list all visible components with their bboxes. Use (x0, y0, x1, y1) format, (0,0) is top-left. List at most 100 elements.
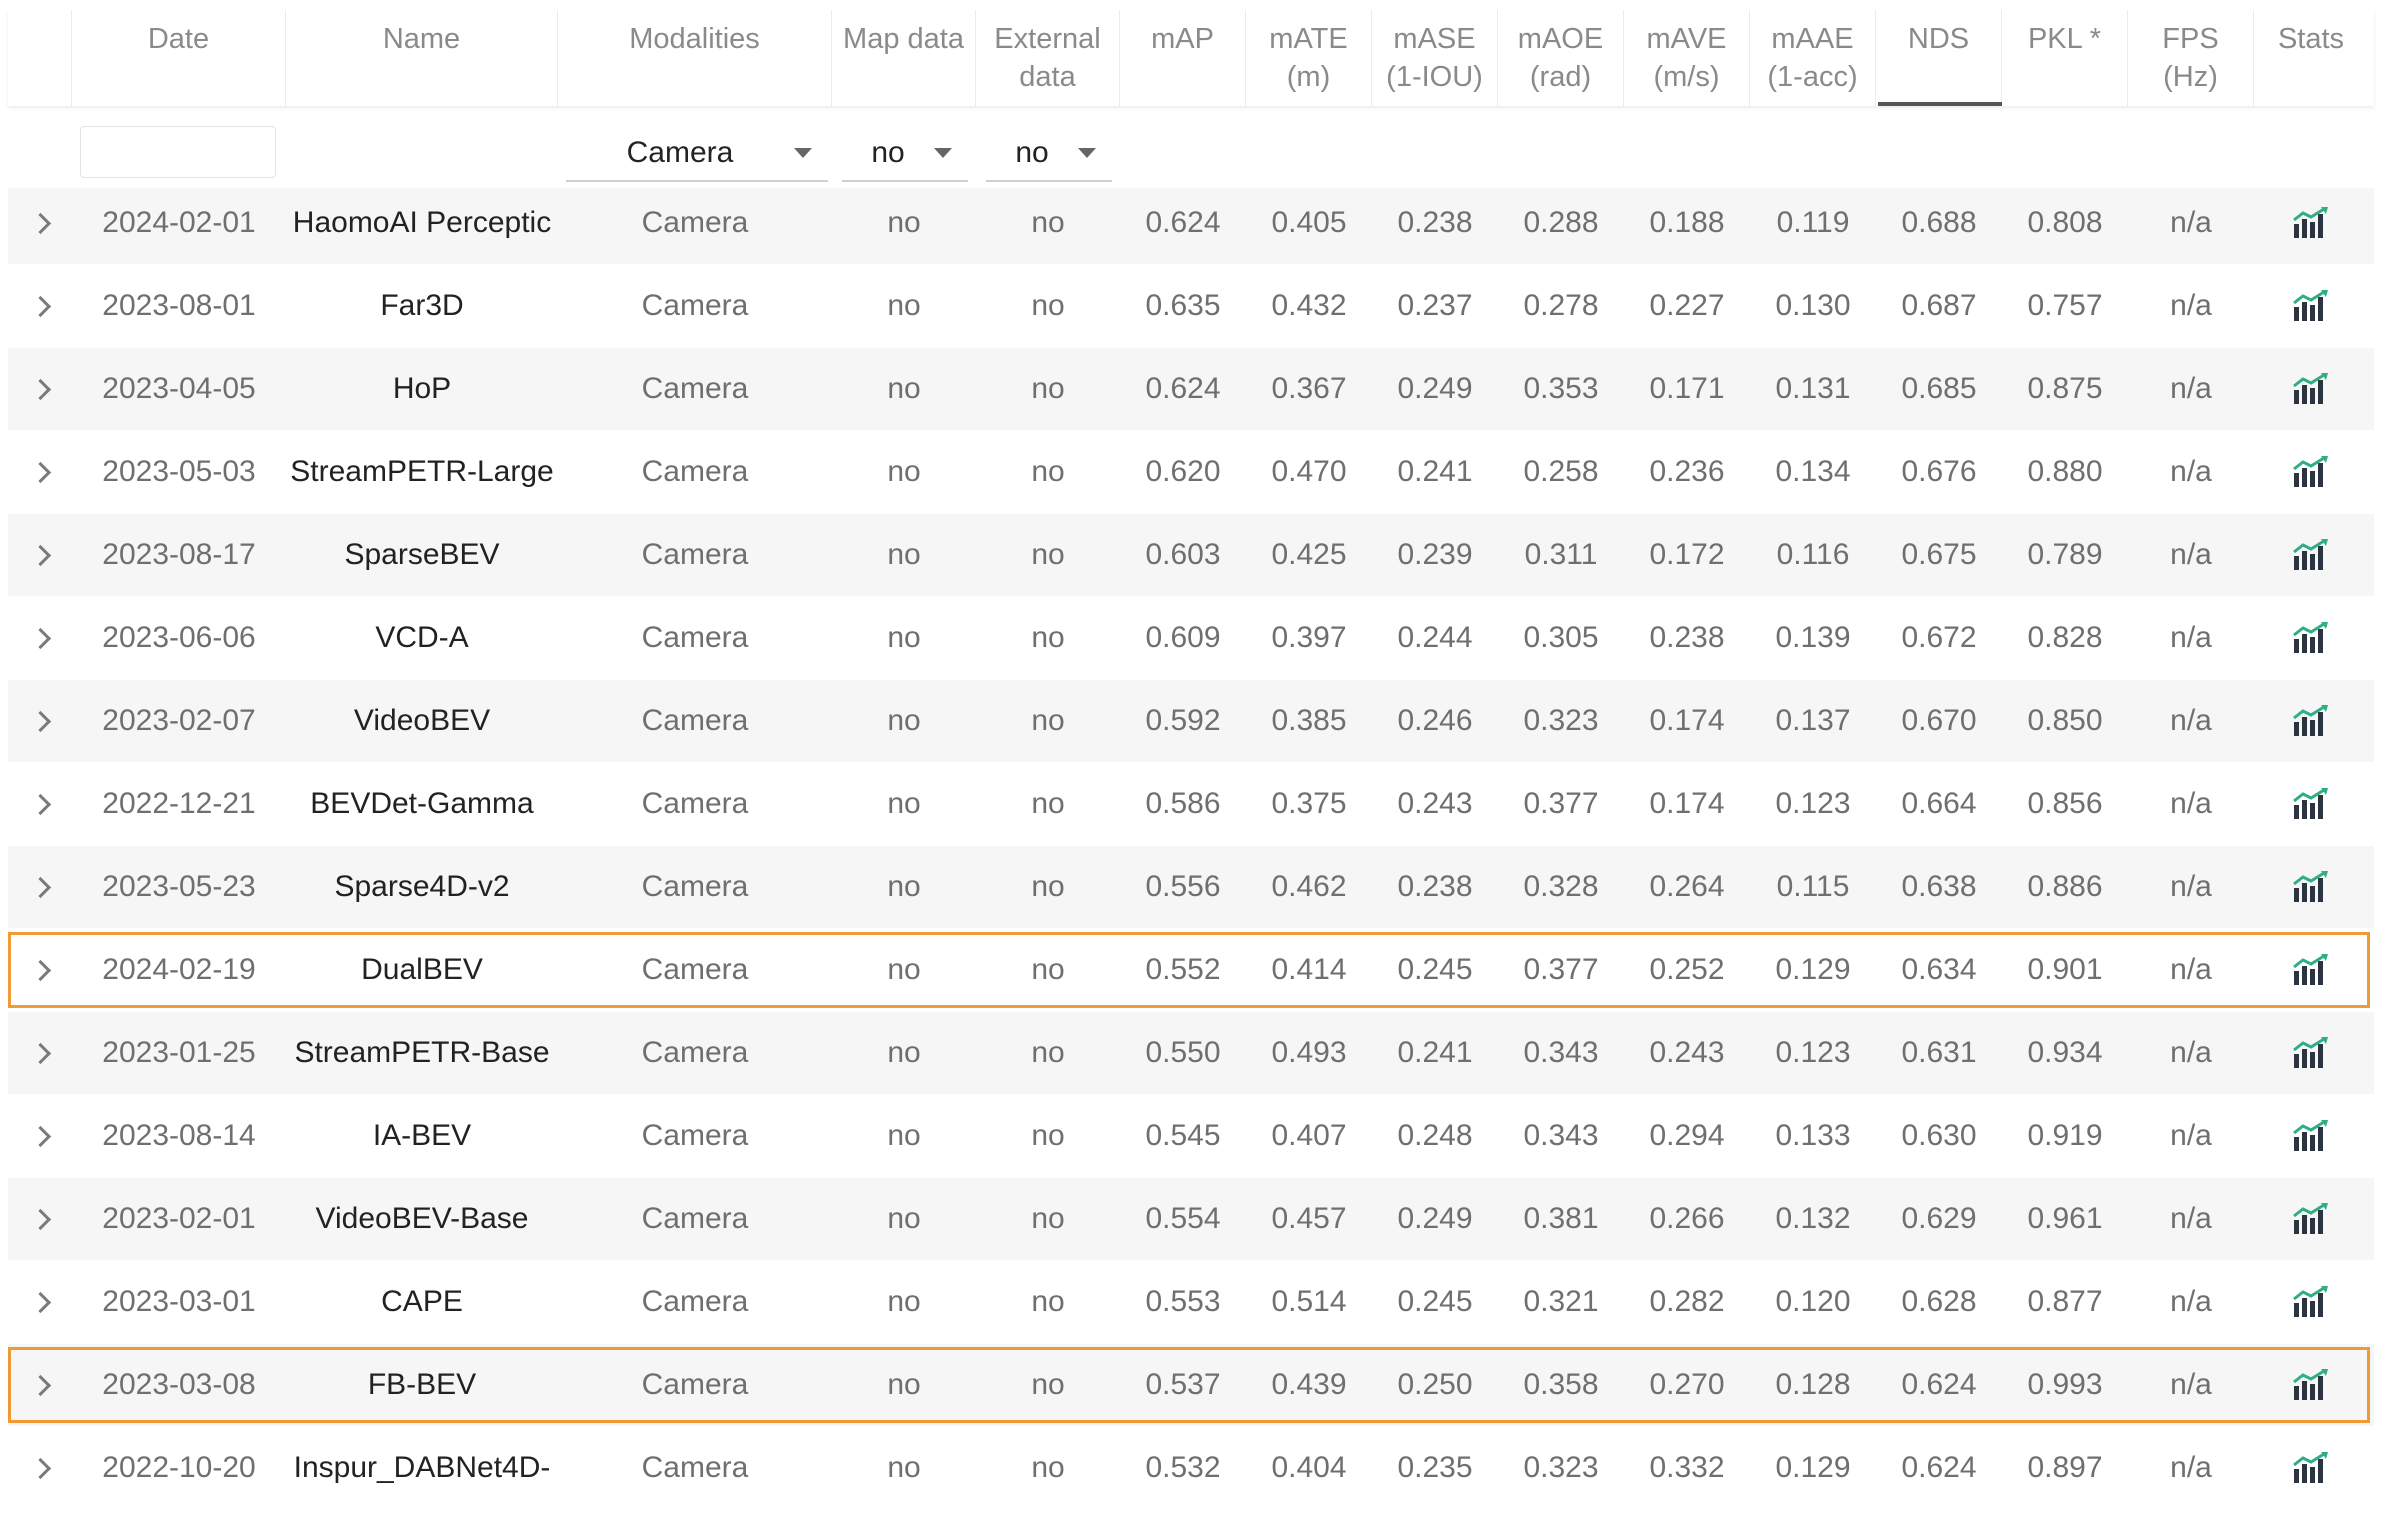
table-row[interactable]: 2023-02-07 VideoBEV Camera no no 0.592 0.385 0.… (8, 680, 2374, 762)
stats-chart-icon[interactable] (2254, 929, 2368, 1011)
stats-chart-icon[interactable] (2254, 431, 2368, 513)
column-header-pkl[interactable]: PKL * (2002, 10, 2128, 106)
stats-chart-icon[interactable] (2254, 1344, 2368, 1426)
cell-date: 2023-08-17 (102, 538, 256, 571)
chevron-right-icon (29, 959, 51, 981)
cell-external: no (1031, 372, 1065, 405)
column-header-fps[interactable]: FPS (Hz) (2128, 10, 2254, 106)
expand-row-button[interactable] (8, 1344, 72, 1426)
stats-chart-icon[interactable] (2254, 348, 2368, 430)
expand-row-button[interactable] (8, 1427, 72, 1509)
chevron-right-icon (29, 1125, 51, 1147)
expand-row-button[interactable] (8, 265, 72, 347)
table-row[interactable]: 2023-01-25 StreamPETR-Base Camera no no 0.550… (8, 1012, 2374, 1094)
column-header-date[interactable]: Date (72, 10, 286, 106)
column-header-name[interactable]: Name (286, 10, 558, 106)
column-header-external[interactable]: External data (976, 10, 1120, 106)
cell-maae: 0.116 (1776, 538, 1850, 571)
chevron-right-icon (29, 1042, 51, 1064)
caret-down-icon (934, 148, 952, 158)
table-row[interactable]: 2023-02-01 VideoBEV-Base Camera no no 0.554 0.… (8, 1178, 2374, 1260)
column-header-modalities[interactable]: Modalities (558, 10, 832, 106)
cell-fps: n/a (2170, 538, 2212, 571)
expand-row-button[interactable] (8, 1012, 72, 1094)
column-header-label: mATE (m) (1269, 23, 1348, 93)
external-data-filter-value: no (1015, 136, 1049, 169)
table-row[interactable]: 2023-03-08 FB-BEV Camera no no 0.537 0.439 0.25… (8, 1344, 2374, 1426)
table-row[interactable]: 2023-06-06 VCD-A Camera no no 0.609 0.397 0.244… (8, 597, 2374, 679)
cell-pkl: 0.808 (2027, 206, 2103, 239)
stats-chart-icon[interactable] (2254, 1012, 2368, 1094)
expand-row-button[interactable] (8, 763, 72, 845)
cell-external: no (1031, 1202, 1065, 1235)
expand-row-button[interactable] (8, 1261, 72, 1343)
name-filter-input[interactable] (80, 126, 276, 178)
column-header-stats[interactable]: Stats (2254, 10, 2368, 106)
cell-name: VideoBEV (353, 704, 491, 737)
stats-chart-icon[interactable] (2254, 846, 2368, 928)
cell-maoe: 0.377 (1523, 953, 1599, 986)
map-data-filter-dropdown[interactable]: no (842, 126, 968, 182)
table-row[interactable]: 2023-08-17 SparseBEV Camera no no 0.603 0.425 0… (8, 514, 2374, 596)
stats-chart-icon[interactable] (2254, 1178, 2368, 1260)
stats-chart-icon[interactable] (2254, 763, 2368, 845)
column-header-maae[interactable]: mAAE (1-acc) (1750, 10, 1876, 106)
cell-map: no (887, 1451, 921, 1484)
expand-row-button[interactable] (8, 680, 72, 762)
stats-chart-icon[interactable] (2254, 514, 2368, 596)
expand-row-button[interactable] (8, 846, 72, 928)
column-header-mave[interactable]: mAVE (m/s) (1624, 10, 1750, 106)
cell-external: no (1031, 704, 1065, 737)
cell-mave: 0.270 (1649, 1368, 1725, 1401)
expand-row-button[interactable] (8, 929, 72, 1011)
column-header-label: mAVE (m/s) (1646, 23, 1727, 93)
column-header-mate[interactable]: mATE (m) (1246, 10, 1372, 106)
stats-chart-icon[interactable] (2254, 680, 2368, 762)
modalities-filter-dropdown[interactable]: Camera (566, 126, 828, 182)
expand-row-button[interactable] (8, 1095, 72, 1177)
table-row[interactable]: 2023-05-03 StreamPETR-Large Camera no no 0.62… (8, 431, 2374, 513)
table-row[interactable]: 2023-08-14 IA-BEV Camera no no 0.545 0.407 0.24… (8, 1095, 2374, 1177)
cell-nds: 0.685 (1901, 372, 1977, 405)
stats-chart-icon[interactable] (2254, 265, 2368, 347)
expand-row-button[interactable] (8, 597, 72, 679)
stats-chart-icon[interactable] (2254, 597, 2368, 679)
stats-chart-icon[interactable] (2254, 1427, 2368, 1509)
cell-maae: 0.129 (1775, 1451, 1851, 1484)
table-row[interactable]: 2024-02-01 HaomoAI Perceptic Camera no no 0.6… (8, 182, 2374, 264)
external-data-filter-dropdown[interactable]: no (986, 126, 1112, 182)
cell-name: HoP (392, 372, 452, 405)
column-header-nds[interactable]: NDS (1876, 10, 2002, 106)
cell-nds: 0.664 (1901, 787, 1977, 820)
cell-external: no (1031, 289, 1065, 322)
stats-chart-icon[interactable] (2254, 1261, 2368, 1343)
cell-name: VCD-A (375, 621, 469, 654)
cell-mave: 0.266 (1649, 1202, 1725, 1235)
map-data-filter-value: no (871, 136, 905, 169)
cell-date: 2023-03-01 (102, 1285, 256, 1318)
cell-mate: 0.439 (1271, 1368, 1347, 1401)
column-header-map_score[interactable]: mAP (1120, 10, 1246, 106)
expand-row-button[interactable] (8, 1178, 72, 1260)
table-row[interactable]: 2023-08-01 Far3D Camera no no 0.635 0.432 0.237… (8, 265, 2374, 347)
stats-chart-icon[interactable] (2254, 1095, 2368, 1177)
table-row[interactable]: 2023-03-01 CAPE Camera no no 0.553 0.514 0.245 0… (8, 1261, 2374, 1343)
table-row[interactable]: 2024-02-19 DualBEV Camera no no 0.552 0.414 0.2… (8, 929, 2374, 1011)
expand-row-button[interactable] (8, 514, 72, 596)
stats-chart-icon[interactable] (2254, 182, 2368, 264)
column-header-maoe[interactable]: mAOE (rad) (1498, 10, 1624, 106)
column-header-mase[interactable]: mASE (1-IOU) (1372, 10, 1498, 106)
cell-nds: 0.688 (1901, 206, 1977, 239)
expand-row-button[interactable] (8, 431, 72, 513)
expand-row-button[interactable] (8, 182, 72, 264)
table-row[interactable]: 2022-12-21 BEVDet-Gamma Camera no no 0.586 0.3… (8, 763, 2374, 845)
table-row[interactable]: 2022-10-20 Inspur_DABNet4D- Camera no no 0.53… (8, 1427, 2374, 1509)
expand-row-button[interactable] (8, 348, 72, 430)
cell-mave: 0.171 (1649, 372, 1725, 405)
column-header-map[interactable]: Map data (832, 10, 976, 106)
cell-map: no (887, 870, 921, 903)
table-row[interactable]: 2023-05-23 Sparse4D-v2 Camera no no 0.556 0.46… (8, 846, 2374, 928)
cell-mave: 0.282 (1649, 1285, 1725, 1318)
cell-fps: n/a (2170, 1368, 2212, 1401)
table-row[interactable]: 2023-04-05 HoP Camera no no 0.624 0.367 0.249 0.… (8, 348, 2374, 430)
